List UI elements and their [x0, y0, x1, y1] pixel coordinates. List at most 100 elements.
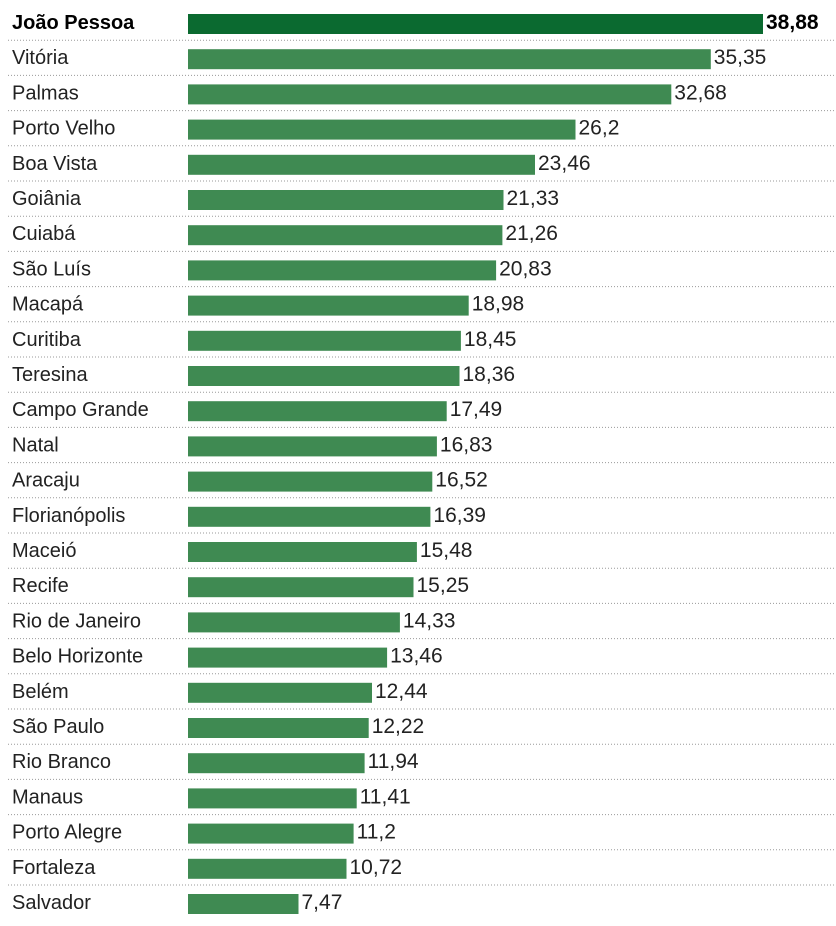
value-label: 13,46	[390, 645, 443, 668]
bar-row: Manaus 11,41	[8, 785, 834, 816]
value-label: 21,26	[505, 222, 558, 245]
bar	[188, 682, 372, 703]
value-label: 23,46	[538, 152, 591, 175]
value-label: 18,45	[464, 328, 517, 351]
bar-row: Palmas 32,68	[8, 81, 834, 112]
value-label: 32,68	[674, 81, 727, 104]
category-label: Cuiabá	[12, 223, 76, 245]
bar-row: Rio Branco 11,94	[8, 750, 834, 780]
category-label: Rio de Janeiro	[12, 610, 141, 632]
value-label: 16,39	[433, 504, 486, 527]
bar-row: Cuiabá 21,26	[8, 222, 834, 252]
bar	[188, 84, 672, 105]
value-label: 10,72	[350, 856, 403, 879]
category-label: João Pessoa	[12, 12, 135, 34]
value-label: 7,47	[302, 891, 343, 914]
bar-row: Belém 12,44	[8, 680, 834, 710]
category-label: Florianópolis	[12, 505, 125, 527]
bar-row: Fortaleza 10,72	[8, 856, 834, 886]
bar	[188, 577, 414, 598]
category-label: Porto Velho	[12, 118, 115, 140]
bar-row: Belo Horizonte 13,46	[8, 645, 834, 675]
category-label: Belo Horizonte	[12, 646, 143, 668]
category-label: Fortaleza	[12, 857, 96, 879]
bar-row: Vitória 35,35	[8, 46, 834, 76]
bar	[188, 647, 388, 668]
bar	[188, 471, 433, 492]
bar-row: Salvador 7,47	[12, 891, 342, 914]
category-label: Goiânia	[12, 188, 82, 210]
bar	[188, 330, 461, 351]
bar	[188, 154, 535, 175]
bar	[188, 366, 460, 386]
category-label: Campo Grande	[12, 399, 149, 421]
bar	[188, 612, 400, 633]
category-label: Macapá	[12, 294, 84, 316]
category-label: Salvador	[12, 892, 91, 914]
bar	[188, 14, 763, 34]
bar	[188, 401, 447, 422]
category-label: São Luís	[12, 258, 91, 280]
bar-row: Porto Alegre 11,2	[8, 821, 834, 851]
bar-row: Rio de Janeiro 14,33	[8, 609, 834, 640]
bar	[188, 753, 365, 774]
category-label: São Paulo	[12, 716, 104, 738]
bar-row: Recife 15,25	[8, 574, 834, 604]
bar	[188, 718, 369, 738]
category-label: Recife	[12, 575, 69, 597]
category-label: Manaus	[12, 786, 83, 808]
bar-row: Aracaju 16,52	[8, 469, 834, 499]
bar	[188, 49, 711, 70]
category-label: Natal	[12, 434, 59, 456]
category-label: Teresina	[12, 364, 88, 386]
value-label: 15,48	[420, 539, 473, 562]
value-label: 17,49	[450, 398, 503, 421]
value-label: 20,83	[499, 257, 552, 280]
bar-row: Macapá 18,98	[8, 293, 834, 323]
bar	[188, 295, 469, 316]
bar	[188, 894, 299, 914]
bar	[188, 260, 497, 281]
value-label: 16,52	[435, 469, 488, 492]
bar	[188, 436, 437, 457]
bar-row: São Paulo 12,22	[8, 715, 834, 745]
value-label: 15,25	[417, 574, 470, 597]
bar-row: João Pessoa 38,88	[8, 11, 834, 41]
value-label: 35,35	[714, 46, 767, 69]
bar-row: Maceió 15,48	[8, 539, 834, 569]
bar-row: Boa Vista 23,46	[8, 152, 834, 182]
bar	[188, 823, 354, 844]
category-label: Vitória	[12, 47, 69, 69]
category-label: Aracaju	[12, 470, 80, 492]
bar-row: Goiânia 21,33	[8, 187, 834, 217]
value-label: 12,22	[372, 715, 425, 738]
value-label: 11,94	[368, 750, 419, 773]
category-label: Palmas	[12, 82, 79, 104]
bar	[188, 119, 576, 140]
bar-row: Campo Grande 17,49	[8, 398, 834, 428]
bar	[188, 190, 504, 210]
bar	[188, 506, 431, 527]
category-label: Maceió	[12, 540, 76, 562]
bar-row: São Luís 20,83	[8, 257, 834, 288]
category-label: Rio Branco	[12, 751, 111, 773]
bar-row: Teresina 18,36	[8, 363, 834, 393]
bar-row: Porto Velho 26,2	[8, 117, 834, 147]
value-label: 11,2	[357, 821, 396, 844]
category-label: Boa Vista	[12, 153, 98, 175]
bar	[188, 858, 347, 879]
bar-row: Curitiba 18,45	[8, 328, 834, 358]
bar	[188, 542, 417, 562]
value-label: 16,83	[440, 433, 493, 456]
value-label: 21,33	[507, 187, 560, 210]
value-label: 38,88	[766, 11, 819, 34]
value-label: 18,98	[472, 293, 525, 316]
value-label: 26,2	[579, 117, 620, 140]
category-label: Belém	[12, 681, 69, 703]
bar	[188, 225, 503, 246]
value-label: 18,36	[463, 363, 516, 386]
value-label: 14,33	[403, 609, 456, 632]
bar-row: Natal 16,83	[8, 433, 834, 464]
bar	[188, 788, 357, 809]
